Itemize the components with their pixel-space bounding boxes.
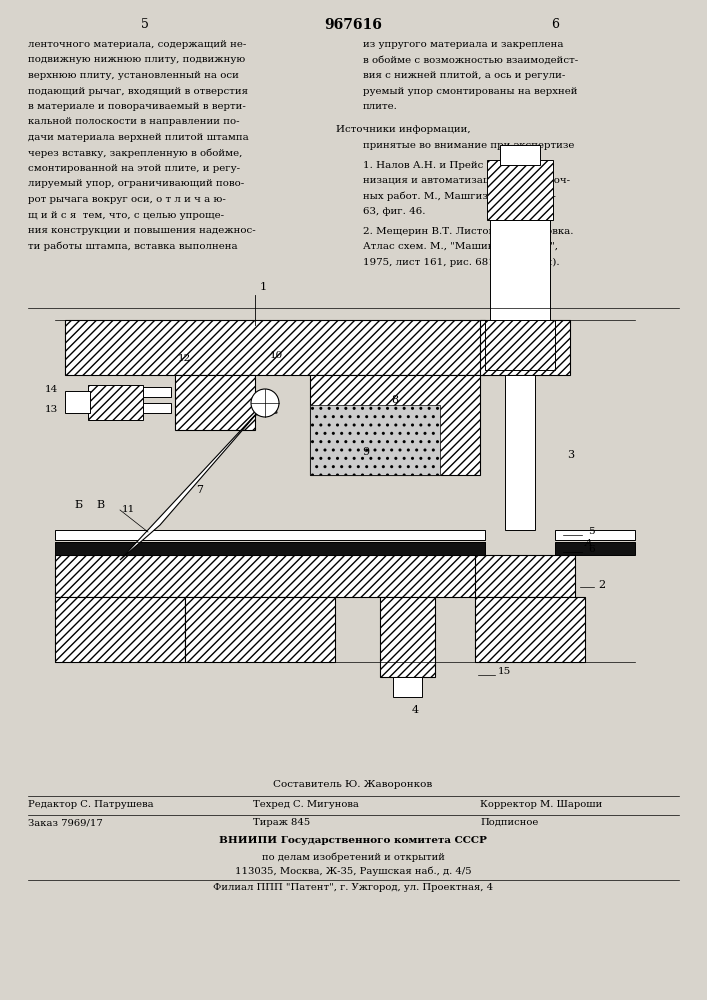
Bar	[475, 555, 575, 597]
Text: Б: Б	[74, 500, 82, 510]
Text: 11: 11	[122, 506, 135, 514]
Text: 4: 4	[411, 705, 419, 715]
Text: 9: 9	[362, 447, 369, 457]
Text: лируемый упор, ограничивающий пово-: лируемый упор, ограничивающий пово-	[28, 180, 244, 188]
Text: 6: 6	[551, 18, 559, 31]
Text: по делам изобретений и открытий: по делам изобретений и открытий	[262, 852, 445, 861]
Text: 3: 3	[567, 450, 574, 460]
Bar	[310, 405, 440, 475]
Text: Атлас схем. М., "Машиностроение",: Атлас схем. М., "Машиностроение",	[363, 242, 558, 251]
Bar	[475, 597, 585, 662]
Text: дачи материала верхней плитой штампа: дачи материала верхней плитой штампа	[28, 133, 249, 142]
Text: 1. Налов А.Н. и Прейс В.Ф. Меха-: 1. Налов А.Н. и Прейс В.Ф. Меха-	[363, 160, 544, 169]
Bar	[55, 555, 485, 597]
Text: 12: 12	[178, 354, 192, 363]
Text: Тираж 845: Тираж 845	[253, 818, 310, 827]
Text: 1975, лист 161, рис. 681 (прототип).: 1975, лист 161, рис. 681 (прототип).	[363, 257, 560, 267]
Text: 967616: 967616	[324, 18, 382, 32]
Text: рот рычага вокруг оси, о т л и ч а ю-: рот рычага вокруг оси, о т л и ч а ю-	[28, 195, 226, 204]
Bar	[393, 677, 422, 697]
Text: 15: 15	[498, 668, 511, 676]
Text: В: В	[96, 500, 104, 510]
Text: 8: 8	[392, 395, 399, 405]
Text: верхнюю плиту, установленный на оси: верхнюю плиту, установленный на оси	[28, 71, 239, 80]
Bar	[490, 220, 550, 320]
Text: низация и автоматизация штамповоч-: низация и автоматизация штамповоч-	[363, 176, 570, 185]
Text: ния конструкции и повышения надежнос-: ния конструкции и повышения надежнос-	[28, 226, 256, 235]
Text: 5: 5	[141, 18, 149, 31]
Text: кальной полоскости в направлении по-: кальной полоскости в направлении по-	[28, 117, 240, 126]
Bar	[185, 597, 335, 662]
Circle shape	[251, 389, 279, 417]
Text: смонтированной на этой плите, и регу-: смонтированной на этой плите, и регу-	[28, 164, 240, 173]
Text: 113035, Москва, Ж-35, Раушская наб., д. 4/5: 113035, Москва, Ж-35, Раушская наб., д. …	[235, 867, 472, 876]
Bar	[55, 597, 185, 662]
Text: из упругого материала и закреплена: из упругого материала и закреплена	[363, 40, 563, 49]
Text: принятые во внимание при экспертизе: принятые во внимание при экспертизе	[363, 141, 574, 150]
Polygon shape	[120, 395, 277, 560]
Bar	[310, 375, 480, 475]
Bar	[555, 530, 635, 540]
Text: 14: 14	[45, 385, 58, 394]
Bar	[143, 387, 171, 397]
Bar	[143, 403, 171, 413]
Bar	[65, 391, 90, 413]
Text: Техред С. Мигунова: Техред С. Мигунова	[253, 800, 359, 809]
Bar	[555, 542, 635, 555]
Text: ленточного материала, содержащий не-: ленточного материала, содержащий не-	[28, 40, 246, 49]
Text: Источники информации,: Источники информации,	[336, 125, 470, 134]
Text: Редактор С. Патрушева: Редактор С. Патрушева	[28, 800, 153, 809]
Text: в материале и поворачиваемый в верти-: в материале и поворачиваемый в верти-	[28, 102, 246, 111]
Text: 10: 10	[270, 351, 284, 360]
Text: в обойме с возможностью взаимодейст-: в обойме с возможностью взаимодейст-	[363, 55, 578, 64]
Text: подающий рычаг, входящий в отверстия: подающий рычаг, входящий в отверстия	[28, 87, 248, 96]
Text: 2: 2	[598, 580, 605, 590]
Text: плите.: плите.	[363, 102, 398, 111]
Text: Составитель Ю. Жаворонков: Составитель Ю. Жаворонков	[274, 780, 433, 789]
Bar	[55, 542, 485, 555]
Bar	[505, 375, 535, 530]
Text: руемый упор смонтированы на верхней: руемый упор смонтированы на верхней	[363, 87, 578, 96]
Bar	[55, 530, 485, 540]
Text: 63, фиг. 46.: 63, фиг. 46.	[363, 207, 426, 216]
Bar	[88, 385, 143, 420]
Text: вия с нижней плитой, а ось и регули-: вия с нижней плитой, а ось и регули-	[363, 71, 566, 80]
Text: 6: 6	[588, 546, 595, 554]
Text: ных работ. М., Машгиз, 1955, с. 62-: ных работ. М., Машгиз, 1955, с. 62-	[363, 192, 556, 201]
Bar	[487, 160, 553, 220]
Text: через вставку, закрепленную в обойме,: через вставку, закрепленную в обойме,	[28, 148, 243, 158]
Text: 1: 1	[260, 282, 267, 292]
Text: Корректор М. Шароши: Корректор М. Шароши	[480, 800, 602, 809]
Text: 5: 5	[588, 528, 595, 536]
Bar	[500, 145, 540, 165]
Text: ти работы штампа, вставка выполнена: ти работы штампа, вставка выполнена	[28, 241, 238, 251]
Text: 7: 7	[197, 485, 204, 495]
Text: 2. Мещерин В.Т. Листовая штамповка.: 2. Мещерин В.Т. Листовая штамповка.	[363, 227, 573, 235]
Text: Подписное: Подписное	[480, 818, 538, 827]
Text: Заказ 7969/17: Заказ 7969/17	[28, 818, 103, 827]
Bar	[380, 597, 435, 677]
Text: ВНИИПИ Государственного комитета СССР: ВНИИПИ Государственного комитета СССР	[219, 836, 487, 845]
Bar	[480, 320, 570, 375]
Text: Филиал ППП "Патент", г. Ужгород, ул. Проектная, 4: Филиал ППП "Патент", г. Ужгород, ул. Про…	[213, 883, 493, 892]
Bar	[65, 320, 485, 375]
Text: щ и й с я  тем, что, с целью упроще-: щ и й с я тем, что, с целью упроще-	[28, 211, 224, 220]
Text: A: A	[585, 538, 592, 548]
Text: 13: 13	[45, 405, 58, 414]
Bar	[485, 320, 555, 370]
Text: подвижную нижнюю плиту, подвижную: подвижную нижнюю плиту, подвижную	[28, 55, 245, 64]
Bar	[175, 375, 255, 430]
